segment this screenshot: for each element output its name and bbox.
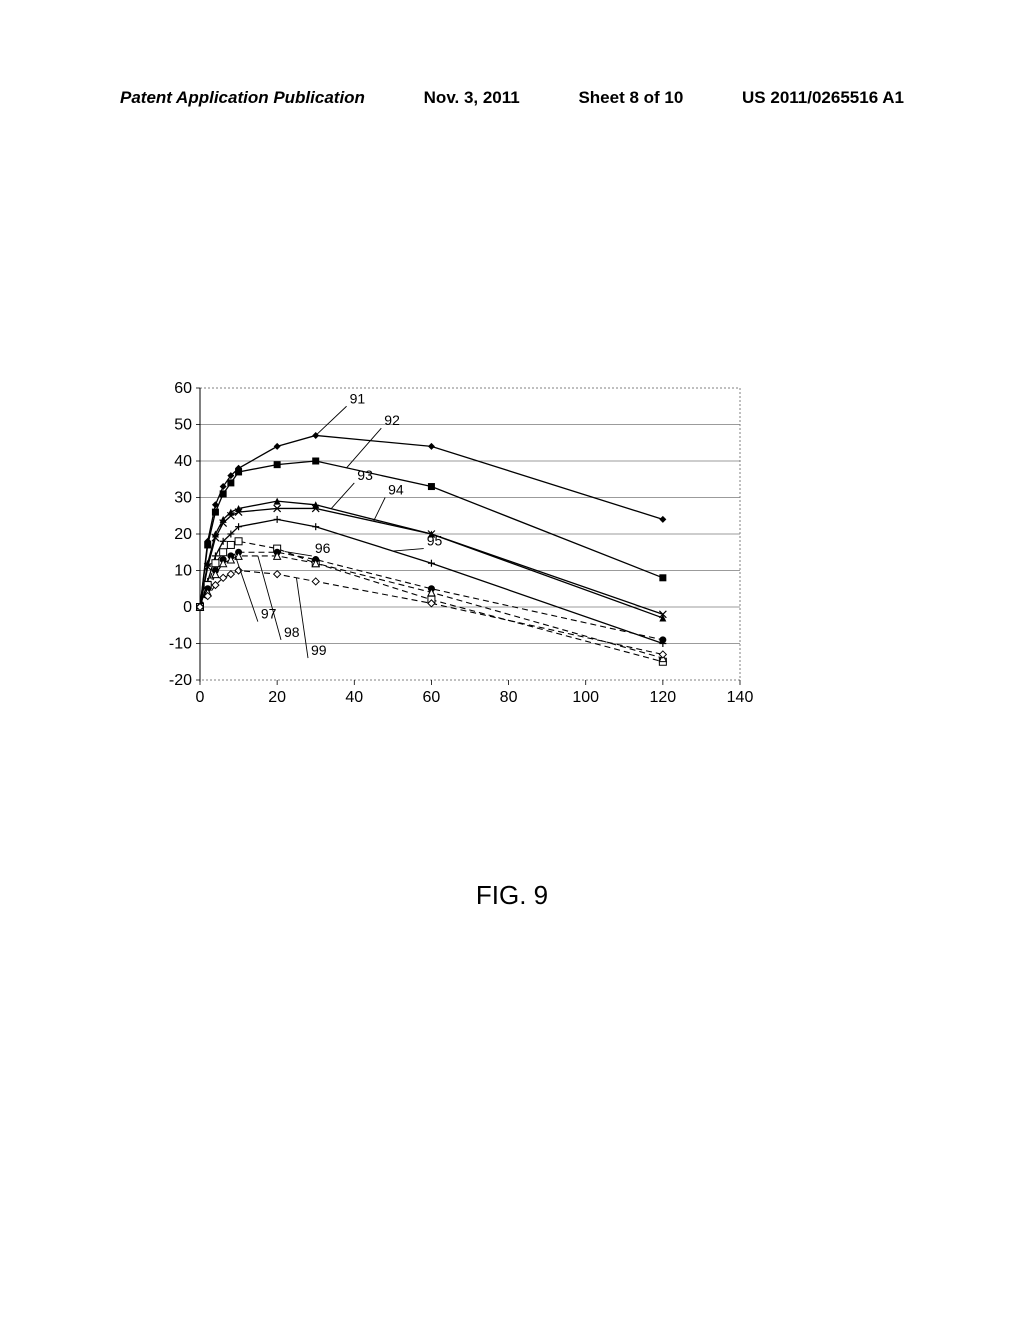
y-tick-label: -20 xyxy=(169,672,192,689)
leader-line xyxy=(374,498,386,522)
x-tick-label: 0 xyxy=(196,689,205,706)
figure-caption: FIG. 9 xyxy=(0,880,1024,911)
series-label: 95 xyxy=(427,533,443,549)
leader-line xyxy=(316,406,347,435)
series-label: 93 xyxy=(357,467,373,483)
series-label: 94 xyxy=(388,482,404,498)
x-tick-label: 60 xyxy=(423,689,441,706)
y-tick-label: 40 xyxy=(174,453,192,470)
y-tick-label: 10 xyxy=(174,563,192,580)
header-pubnum: US 2011/0265516 A1 xyxy=(742,88,904,108)
leader-line xyxy=(258,556,281,640)
x-tick-label: 20 xyxy=(268,689,286,706)
x-tick-label: 80 xyxy=(500,689,518,706)
chart-figure: -20 -10 0 10 20 30 40 50 60 0 20 40 60 80 100 120 140 91 9… xyxy=(145,380,765,730)
series-label: 96 xyxy=(315,540,331,556)
header-date: Nov. 3, 2011 xyxy=(424,88,520,108)
y-tick-label: 30 xyxy=(174,490,192,507)
header-publication-label: Patent Application Publication xyxy=(120,88,365,108)
leader-line xyxy=(285,552,312,556)
y-tick-label: 60 xyxy=(174,380,192,397)
series-label: 97 xyxy=(261,606,277,622)
series-label: 92 xyxy=(384,412,400,428)
x-tick-label: 100 xyxy=(572,689,599,706)
series-label: 91 xyxy=(350,390,366,406)
x-tick-label: 120 xyxy=(650,689,677,706)
leader-line xyxy=(235,554,258,622)
series-label: 98 xyxy=(284,624,300,640)
y-tick-label: 50 xyxy=(174,417,192,434)
leader-line xyxy=(393,549,424,551)
y-tick-label: 20 xyxy=(174,526,192,543)
leader-line xyxy=(331,483,354,509)
x-tick-label: 40 xyxy=(345,689,363,706)
series-label: 99 xyxy=(311,642,327,658)
y-tick-label: 0 xyxy=(183,599,192,616)
chart-svg: -20 -10 0 10 20 30 40 50 60 0 20 40 60 80 100 120 140 91 9… xyxy=(145,380,765,730)
y-tick-label: -10 xyxy=(169,636,192,653)
x-tick-label: 140 xyxy=(727,689,754,706)
page-header: Patent Application Publication Nov. 3, 2… xyxy=(0,88,1024,108)
leader-line xyxy=(347,428,382,468)
leader-line xyxy=(296,578,308,658)
header-sheet: Sheet 8 of 10 xyxy=(578,88,683,108)
